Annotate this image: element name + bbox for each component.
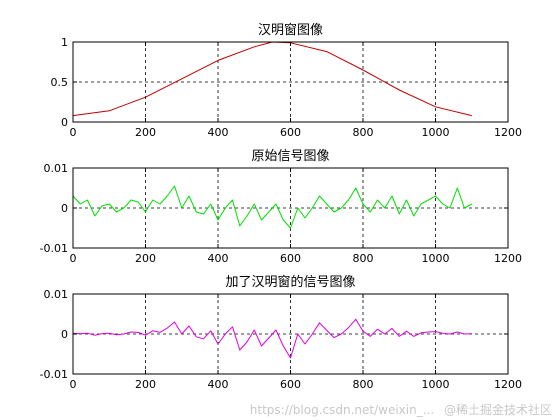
y-tick-label: -0.01 bbox=[40, 368, 68, 381]
subplot-3: 0 200 400 600 800 1000 1200-0.0100.01加了汉明窗的信号图… bbox=[40, 274, 522, 391]
chart-title: 加了汉明窗的信号图像 bbox=[225, 274, 355, 290]
x-tick-label: 600 bbox=[280, 378, 301, 391]
x-tick-label: 800 bbox=[353, 252, 374, 265]
watermark-url: https://blog.csdn.net/weixin_... bbox=[249, 403, 435, 417]
x-tick-label: 800 bbox=[353, 378, 374, 391]
x-tick-label: 400 bbox=[208, 378, 229, 391]
x-tick-label: 1000 bbox=[422, 378, 450, 391]
x-tick-label: 200 bbox=[135, 126, 156, 139]
chart-title: 原始信号图像 bbox=[251, 149, 329, 164]
y-tick-label: -0.01 bbox=[40, 242, 68, 255]
x-tick-label: 1200 bbox=[494, 252, 522, 265]
x-tick-label: 0 bbox=[70, 252, 77, 265]
watermark: https://blog.csdn.net/weixin_... @稀土掘金技术… bbox=[244, 401, 552, 418]
x-tick-label: 400 bbox=[208, 252, 229, 265]
x-tick-label: 1200 bbox=[494, 126, 522, 139]
x-tick-label: 0 bbox=[70, 126, 77, 139]
y-tick-label: 0 bbox=[61, 328, 68, 341]
x-tick-label: 1200 bbox=[494, 378, 522, 391]
x-tick-label: 600 bbox=[280, 252, 301, 265]
x-tick-label: 1000 bbox=[422, 252, 450, 265]
x-tick-label: 1000 bbox=[422, 126, 450, 139]
x-tick-label: 400 bbox=[208, 126, 229, 139]
y-tick-label: 0.01 bbox=[44, 162, 69, 175]
chart-title: 汉明窗图像 bbox=[258, 22, 323, 38]
x-tick-label: 800 bbox=[353, 126, 374, 139]
x-tick-label: 200 bbox=[135, 378, 156, 391]
y-tick-label: 0 bbox=[61, 202, 68, 215]
x-tick-label: 600 bbox=[280, 126, 301, 139]
x-tick-label: 0 bbox=[70, 378, 77, 391]
series-line-1 bbox=[72, 318, 472, 359]
subplot-1: 0 200 400 600 800 1000 1200 0 0.5 1 汉明窗图像 bbox=[51, 22, 523, 139]
y-tick-label: 0 bbox=[61, 116, 68, 129]
series-line-1 bbox=[72, 185, 473, 229]
y-tick-label: 0.01 bbox=[44, 288, 69, 301]
y-tick-label: 1 bbox=[61, 36, 68, 49]
y-tick-label: 0.5 bbox=[51, 76, 69, 89]
x-tick-label: 200 bbox=[135, 252, 156, 265]
watermark-brand: @稀土掘金技术社区 bbox=[443, 403, 552, 417]
